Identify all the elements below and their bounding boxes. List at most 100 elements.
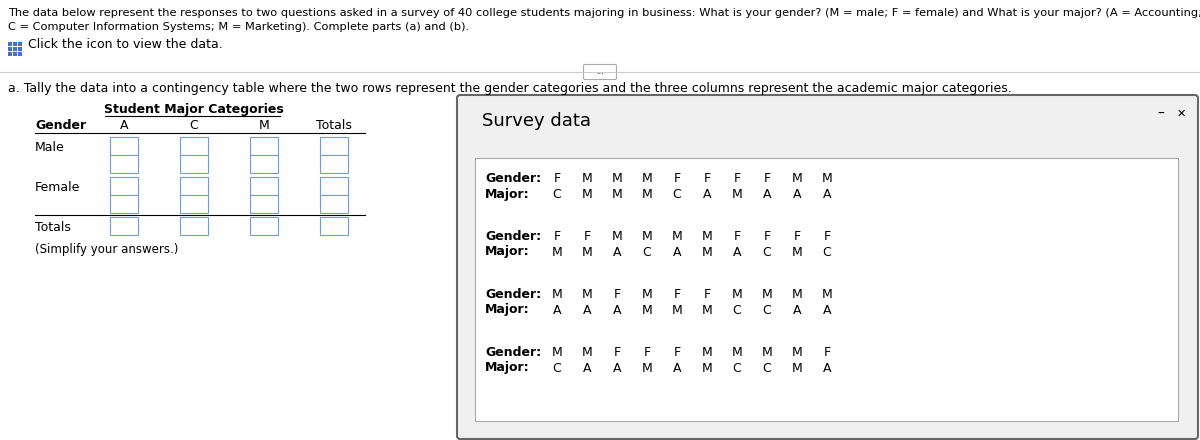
Bar	[110, 155, 138, 173]
Bar	[250, 177, 278, 195]
Text: Click the icon to view the data.: Click the icon to view the data.	[28, 38, 223, 51]
Text: Gender:: Gender:	[485, 287, 541, 301]
Text: F: F	[823, 345, 830, 359]
Text: M: M	[552, 345, 563, 359]
Text: M: M	[702, 230, 713, 242]
Text: A: A	[823, 362, 832, 374]
Text: Female: Female	[35, 180, 80, 194]
Text: F: F	[673, 345, 680, 359]
Text: F: F	[643, 345, 650, 359]
Text: F: F	[673, 172, 680, 184]
Text: M: M	[672, 304, 683, 316]
Bar	[180, 177, 208, 195]
Bar	[110, 177, 138, 195]
Text: A: A	[703, 187, 712, 201]
Bar	[250, 137, 278, 155]
Bar	[250, 195, 278, 213]
Text: M: M	[552, 246, 563, 258]
Text: M: M	[702, 362, 713, 374]
Bar	[180, 217, 208, 235]
Text: M: M	[612, 230, 623, 242]
Bar	[8, 52, 12, 56]
Text: M: M	[582, 287, 593, 301]
Text: M: M	[612, 172, 623, 184]
Text: ✕: ✕	[1177, 109, 1187, 119]
Text: M: M	[762, 345, 773, 359]
Text: M: M	[732, 287, 743, 301]
Text: M: M	[642, 362, 653, 374]
Text: C: C	[553, 187, 562, 201]
Bar	[320, 155, 348, 173]
Text: A: A	[673, 246, 682, 258]
Text: C: C	[643, 246, 652, 258]
Text: M: M	[642, 230, 653, 242]
Text: F: F	[763, 230, 770, 242]
Text: Survey data: Survey data	[482, 112, 592, 130]
Text: C: C	[823, 246, 832, 258]
Text: A: A	[763, 187, 772, 201]
Text: C: C	[673, 187, 682, 201]
Bar	[110, 195, 138, 213]
Bar	[250, 217, 278, 235]
Bar	[13, 52, 17, 56]
Text: (Simplify your answers.): (Simplify your answers.)	[35, 243, 179, 256]
Text: F: F	[553, 230, 560, 242]
Text: Totals: Totals	[316, 119, 352, 132]
Text: M: M	[762, 287, 773, 301]
Text: Major:: Major:	[485, 246, 529, 258]
Text: M: M	[582, 187, 593, 201]
FancyBboxPatch shape	[457, 95, 1198, 439]
Text: M: M	[732, 187, 743, 201]
Text: F: F	[613, 345, 620, 359]
Text: The data below represent the responses to two questions asked in a survey of 40 : The data below represent the responses t…	[8, 8, 1200, 18]
Bar	[180, 137, 208, 155]
Bar	[180, 155, 208, 173]
Text: Gender:: Gender:	[485, 345, 541, 359]
Text: ...: ...	[596, 66, 604, 76]
Text: C: C	[763, 246, 772, 258]
Text: a. Tally the data into a contingency table where the two rows represent the gend: a. Tally the data into a contingency tab…	[8, 82, 1012, 95]
Text: C: C	[733, 362, 742, 374]
Text: M: M	[792, 362, 803, 374]
Text: M: M	[792, 172, 803, 184]
Text: M: M	[582, 345, 593, 359]
Text: M: M	[582, 172, 593, 184]
Text: Major:: Major:	[485, 362, 529, 374]
Text: M: M	[642, 304, 653, 316]
Text: M: M	[612, 187, 623, 201]
Text: F: F	[583, 230, 590, 242]
Text: M: M	[792, 287, 803, 301]
Text: M: M	[642, 187, 653, 201]
Text: M: M	[822, 287, 833, 301]
Text: C: C	[733, 304, 742, 316]
Text: A: A	[583, 362, 592, 374]
Text: C: C	[763, 304, 772, 316]
Text: A: A	[823, 304, 832, 316]
Text: Student Major Categories: Student Major Categories	[104, 103, 284, 116]
Text: C: C	[190, 119, 198, 132]
Text: A: A	[793, 304, 802, 316]
Bar	[320, 195, 348, 213]
Bar	[475, 158, 1178, 421]
Text: A: A	[583, 304, 592, 316]
Text: C: C	[763, 362, 772, 374]
Bar	[250, 155, 278, 173]
Text: Major:: Major:	[485, 304, 529, 316]
Text: F: F	[613, 287, 620, 301]
Text: Gender: Gender	[35, 119, 86, 132]
Bar	[13, 42, 17, 46]
Bar	[110, 217, 138, 235]
Text: Gender:: Gender:	[485, 230, 541, 242]
Text: A: A	[120, 119, 128, 132]
Text: F: F	[763, 172, 770, 184]
Text: A: A	[613, 304, 622, 316]
Bar	[180, 195, 208, 213]
Bar	[18, 42, 22, 46]
Text: F: F	[733, 230, 740, 242]
Text: M: M	[672, 230, 683, 242]
Text: F: F	[673, 287, 680, 301]
Text: A: A	[733, 246, 742, 258]
Text: A: A	[793, 187, 802, 201]
Text: M: M	[552, 287, 563, 301]
Text: A: A	[673, 362, 682, 374]
